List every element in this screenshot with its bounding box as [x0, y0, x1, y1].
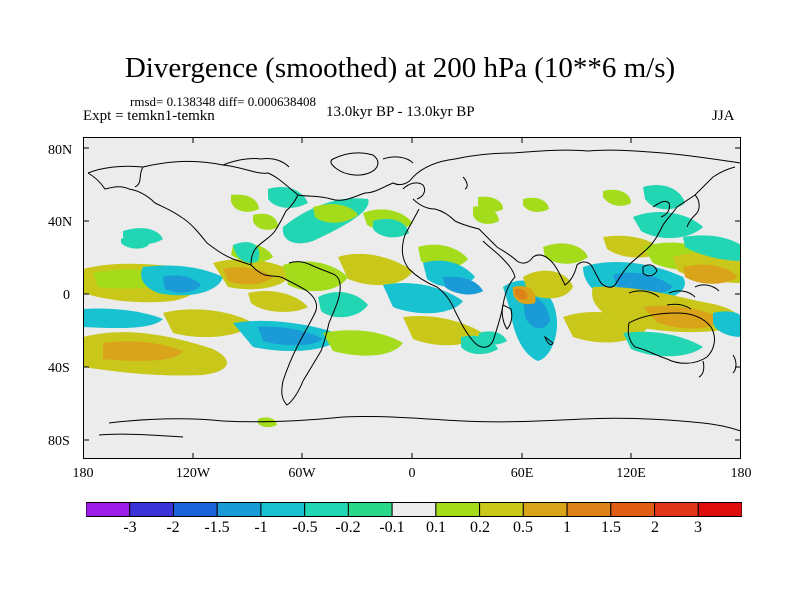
colorbar-label: -3 — [123, 519, 137, 536]
lon-label-180e: 180 — [730, 466, 752, 481]
lon-label-120w: 120W — [175, 466, 211, 481]
lon-label-60w: 60W — [288, 466, 316, 481]
colorbar-label: -0.5 — [292, 519, 318, 536]
lat-label-40n: 40N — [48, 215, 73, 230]
colorbar-swatch — [566, 502, 612, 517]
colorbar-swatch — [391, 502, 437, 517]
colorbar-label: -1.5 — [204, 519, 230, 536]
lon-label-180w: 180 — [72, 466, 94, 481]
colorbar-label: -0.2 — [335, 519, 361, 536]
colorbar — [86, 502, 742, 517]
colorbar-label: 0.1 — [426, 519, 446, 536]
period-label: 13.0kyr BP - 13.0kyr BP — [326, 104, 475, 120]
colorbar-swatch — [172, 502, 218, 517]
lon-label-60e: 60E — [510, 466, 534, 481]
lat-label-40s: 40S — [48, 361, 70, 376]
colorbar-swatch — [216, 502, 262, 517]
lon-label-120e: 120E — [616, 466, 646, 481]
colorbar-label: 2 — [651, 519, 659, 536]
coastlines — [87, 149, 741, 438]
season-label: JJA — [712, 108, 735, 124]
colorbar-swatch — [522, 502, 568, 517]
colorbar-label: 1 — [563, 519, 571, 536]
divergence-map — [83, 137, 741, 459]
colorbar-label: -1 — [254, 519, 268, 536]
colorbar-label: 0.5 — [513, 519, 533, 536]
map-frame — [83, 137, 741, 459]
colorbar-swatch — [129, 502, 174, 517]
colorbar-swatch — [260, 502, 306, 517]
lat-label-eq: 0 — [63, 288, 70, 303]
colorbar-swatch — [435, 502, 481, 517]
lat-label-80n: 80N — [48, 143, 73, 158]
experiment-label: Expt = temkn1-temkn — [83, 108, 215, 124]
lon-label-0: 0 — [408, 466, 416, 481]
colorbar-label: 1.5 — [601, 519, 621, 536]
lat-label-80s: 80S — [48, 434, 70, 449]
colorbar-label: 3 — [694, 519, 702, 536]
colorbar-label: -0.1 — [379, 519, 405, 536]
colorbar-swatch — [304, 502, 349, 517]
colorbar-swatch — [697, 502, 742, 517]
colorbar-label: -2 — [166, 519, 180, 536]
colorbar-swatch — [610, 502, 656, 517]
colorbar-swatch — [479, 502, 524, 517]
plot-title: Divergence (smoothed) at 200 hPa (10**6 … — [124, 52, 676, 84]
stats-line: rmsd= 0.138348 diff= 0.000638408 — [130, 94, 316, 109]
colorbar-swatch — [654, 502, 699, 517]
divergence-field — [83, 184, 741, 428]
colorbar-label: 0.2 — [470, 519, 490, 536]
colorbar-swatch — [347, 502, 393, 517]
colorbar-swatch — [86, 502, 131, 517]
